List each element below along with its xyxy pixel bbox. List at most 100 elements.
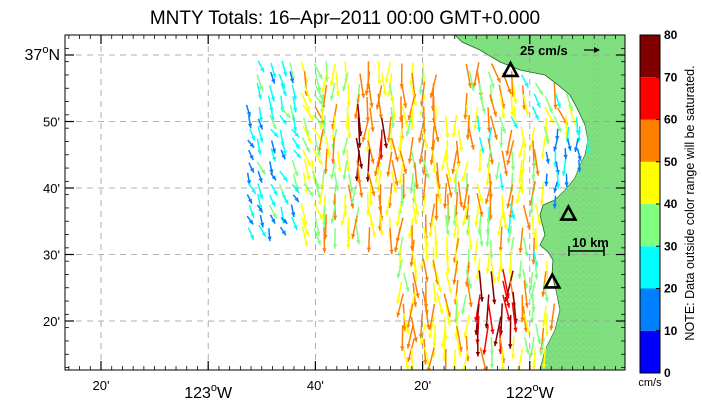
colorbar-segment xyxy=(640,161,660,204)
current-vector-arrow xyxy=(487,304,494,335)
current-vector-arrowhead xyxy=(453,189,459,195)
current-vector-arrowhead xyxy=(273,190,278,196)
current-vector-arrowhead xyxy=(577,167,582,173)
current-vector-arrowhead xyxy=(402,168,408,174)
current-vector-arrowhead xyxy=(405,286,410,292)
current-vector-arrowhead xyxy=(293,225,298,231)
current-vector-arrowhead xyxy=(577,155,582,161)
current-vector-arrowhead xyxy=(490,83,495,89)
current-vector-arrowhead xyxy=(395,221,400,227)
current-vector-arrowhead xyxy=(281,154,286,160)
current-vector-arrowhead xyxy=(513,99,518,104)
current-vector-arrowhead xyxy=(444,156,450,162)
current-vector-arrow xyxy=(422,173,427,201)
current-vector-arrowhead xyxy=(513,123,518,129)
current-vector-arrowhead xyxy=(511,214,516,220)
current-vector-arrowhead xyxy=(467,283,473,289)
current-vector-arrowhead xyxy=(561,171,567,177)
colorbar-segment xyxy=(640,288,660,331)
current-vector-arrowhead xyxy=(281,230,286,236)
current-vector-arrowhead xyxy=(536,220,542,225)
current-vector-arrowhead xyxy=(564,182,569,187)
current-vector-arrowhead xyxy=(485,180,490,186)
current-vector-arrowhead xyxy=(555,135,560,141)
current-vector-arrowhead xyxy=(354,176,360,182)
current-vector-arrowhead xyxy=(489,363,495,369)
current-vector-arrowhead xyxy=(574,147,579,153)
colorbar-unit: cm/s xyxy=(638,377,662,389)
current-vector-arrowhead xyxy=(534,114,539,120)
current-vector-arrowhead xyxy=(393,247,399,253)
current-vector-arrowhead xyxy=(452,279,457,285)
current-vector-arrowhead xyxy=(346,102,351,107)
current-vector-arrowhead xyxy=(428,333,433,339)
current-vector-arrowhead xyxy=(383,143,389,149)
current-vector-arrowhead xyxy=(329,95,335,101)
current-vector-arrowhead xyxy=(567,145,572,151)
current-vector-arrowhead xyxy=(541,363,547,369)
current-vector-arrowhead xyxy=(529,318,535,323)
current-vector-arrowhead xyxy=(322,248,327,253)
current-vector-arrowhead xyxy=(396,299,401,305)
current-vector-arrowhead xyxy=(259,137,264,143)
current-vector-arrowhead xyxy=(345,167,351,172)
current-vector-arrowhead xyxy=(496,231,502,237)
current-vector-arrowhead xyxy=(552,203,558,209)
current-vector-arrowhead xyxy=(420,210,426,215)
current-vector-arrowhead xyxy=(294,171,299,177)
gridlines xyxy=(65,35,625,370)
current-vector-arrowhead xyxy=(461,221,467,227)
current-vector-arrowhead xyxy=(421,170,427,175)
current-vector-arrowhead xyxy=(316,151,321,157)
current-vector-arrowhead xyxy=(294,132,300,138)
current-vector-arrowhead xyxy=(423,359,428,365)
current-vector-arrowhead xyxy=(544,331,550,336)
current-vector-arrow xyxy=(483,325,489,355)
current-vector-arrowhead xyxy=(308,191,314,197)
current-vector-arrowhead xyxy=(458,347,463,352)
current-vector-arrowhead xyxy=(468,244,473,250)
current-vector-arrowhead xyxy=(389,249,394,255)
current-vector-arrowhead xyxy=(481,108,486,114)
current-vector-arrowhead xyxy=(575,130,580,135)
current-vector-arrowhead xyxy=(246,111,251,117)
current-vector-arrowhead xyxy=(396,312,401,318)
current-vector-arrowhead xyxy=(452,232,457,238)
current-vector-arrowhead xyxy=(490,329,495,334)
current-vector-arrow xyxy=(523,280,528,308)
colorbar-segment xyxy=(640,330,660,373)
current-vector-arrowhead xyxy=(475,351,481,357)
current-vector-arrowhead xyxy=(284,199,289,205)
current-vector-arrowhead xyxy=(402,326,407,331)
current-vector-arrowhead xyxy=(446,321,452,327)
frame-ticks xyxy=(65,34,625,370)
current-vector-arrowhead xyxy=(524,251,529,257)
current-vector-arrowhead xyxy=(303,220,308,226)
current-vector-arrowhead xyxy=(531,365,537,370)
current-vector-arrowhead xyxy=(419,340,425,346)
current-vector-arrow xyxy=(502,294,511,322)
current-vector-arrowhead xyxy=(376,187,381,193)
current-vector-arrowhead xyxy=(539,200,545,206)
current-vector-arrowhead xyxy=(360,93,366,99)
colorbar-note: NOTE: Data outside color range will be s… xyxy=(683,65,697,340)
current-vector-arrowhead xyxy=(544,297,549,303)
current-vector-arrowhead xyxy=(304,231,310,237)
current-vector-arrowhead xyxy=(384,78,390,83)
current-vector-arrowhead xyxy=(330,218,335,224)
current-vector-arrowhead xyxy=(272,213,277,219)
current-vector-arrowhead xyxy=(321,87,326,93)
current-vector-arrowhead xyxy=(517,274,522,279)
colorbar-tick-label: 70 xyxy=(664,70,678,84)
current-vector-arrowhead xyxy=(257,94,263,100)
current-vector-arrowhead xyxy=(468,302,473,308)
current-vector-arrowhead xyxy=(392,115,397,120)
current-vector-arrowhead xyxy=(491,277,497,283)
current-vector-arrowhead xyxy=(329,81,334,87)
current-vector-arrowhead xyxy=(369,102,374,108)
current-vector-arrowhead xyxy=(506,160,511,166)
current-vector-arrowhead xyxy=(486,127,492,133)
current-vector-arrowhead xyxy=(407,357,412,363)
current-vector-arrowhead xyxy=(269,169,274,175)
current-vector-arrowhead xyxy=(458,146,464,152)
